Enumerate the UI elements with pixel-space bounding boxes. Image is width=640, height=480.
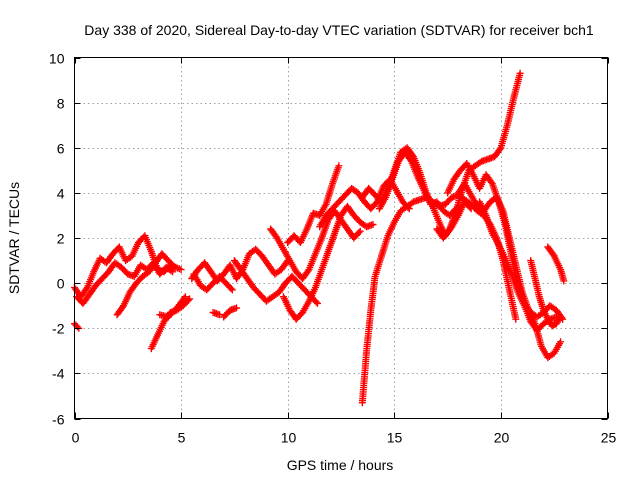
plus-marker [312, 298, 320, 306]
plus-marker [233, 304, 240, 312]
plus-marker [314, 299, 321, 307]
plus-marker [557, 338, 565, 346]
series-track-13 [279, 202, 377, 323]
series-track-24 [544, 243, 568, 285]
y-tick-label: -6 [52, 412, 65, 428]
series-track-10 [220, 304, 240, 321]
plus-marker [227, 285, 235, 292]
x-axis-label: GPS time / hours [287, 457, 394, 473]
y-tick-label: 0 [57, 276, 65, 292]
x-tick-label: 0 [72, 430, 80, 446]
plus-marker [171, 263, 179, 271]
x-tick-label: 15 [387, 430, 403, 446]
plot-frame [74, 57, 608, 419]
plus-marker [181, 293, 189, 301]
x-tick-label: 20 [494, 430, 510, 446]
series-track-5 [147, 295, 194, 353]
series-track-22 [476, 198, 560, 334]
plus-marker [557, 313, 565, 321]
y-tick-label: 2 [57, 231, 65, 247]
series-track-9 [209, 309, 223, 319]
series-track-19 [433, 69, 524, 242]
plus-marker [516, 69, 524, 77]
x-tick-label: 5 [178, 430, 186, 446]
series-track-2 [71, 320, 83, 332]
y-tick-label: -4 [52, 366, 65, 382]
series-track-3 [73, 259, 177, 307]
plus-marker [169, 262, 177, 270]
series-track-6 [156, 293, 189, 321]
y-tick-label: 10 [49, 51, 65, 67]
x-tick-label: 10 [281, 430, 297, 446]
series-track-8 [190, 270, 236, 294]
plus-marker [177, 266, 185, 274]
plus-marker [466, 203, 474, 211]
y-tick-label: 6 [57, 141, 65, 157]
y-tick-label: 8 [57, 96, 65, 112]
chart-title: Day 338 of 2020, Sidereal Day-to-day VTE… [84, 22, 594, 38]
plus-marker [512, 315, 520, 323]
plus-marker [228, 286, 236, 294]
plus-marker [496, 145, 504, 153]
grid [74, 57, 608, 419]
plus-marker [180, 294, 188, 302]
y-tick-label: 4 [57, 186, 65, 202]
plus-marker [167, 267, 175, 275]
plus-marker [169, 268, 177, 276]
data-marks [71, 69, 568, 407]
y-axis-label: SDTVAR / TECUs [6, 182, 22, 294]
plus-marker [560, 277, 568, 285]
x-tick-label: 25 [601, 430, 617, 446]
plus-marker [369, 221, 377, 228]
series-track-18 [375, 148, 460, 219]
plus-marker [487, 178, 495, 186]
plus-marker [335, 162, 343, 170]
plus-marker [216, 311, 223, 319]
plus-marker [355, 229, 363, 237]
plus-marker [467, 205, 475, 213]
series-track-12 [267, 207, 364, 283]
series-track-14 [284, 162, 343, 246]
series-track-23 [527, 257, 565, 330]
plus-marker [356, 227, 364, 235]
series-track-4 [113, 250, 179, 319]
y-tick-label: -2 [52, 321, 65, 337]
axis-ticks: 0 5 10 15 20 25 -6 -4 -2 0 2 4 6 8 10 [49, 51, 617, 446]
